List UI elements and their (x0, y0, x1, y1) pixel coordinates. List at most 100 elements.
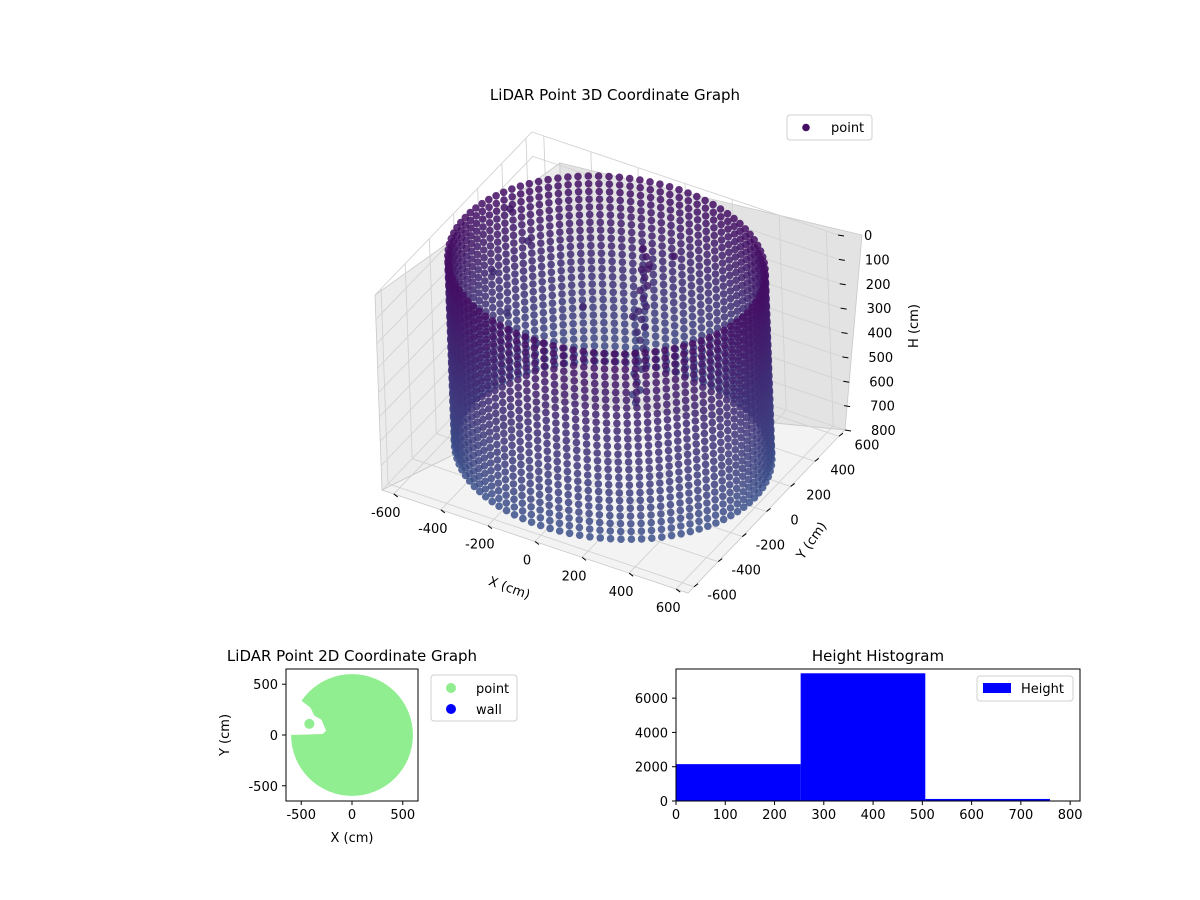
data-point (696, 293, 705, 301)
z-tick-label-3d: 500 (868, 351, 893, 366)
data-point (532, 398, 541, 406)
data-point (737, 433, 745, 442)
data-point (696, 285, 704, 294)
data-point (583, 463, 592, 472)
data-point (725, 473, 734, 481)
grid-line (387, 483, 695, 588)
data-point (521, 321, 530, 330)
data-point (551, 396, 559, 404)
data-point (700, 429, 709, 438)
data-point (687, 289, 696, 298)
data-point (727, 310, 735, 318)
data-point (605, 180, 614, 188)
data-point (637, 222, 646, 231)
data-point (626, 182, 634, 190)
data-point (670, 314, 679, 322)
data-point (482, 343, 491, 352)
data-point (534, 452, 542, 460)
data-point (652, 340, 660, 348)
data-point (534, 459, 543, 468)
data-point (545, 206, 553, 215)
data-point (634, 442, 643, 451)
data-point (727, 345, 736, 354)
data-point (516, 429, 524, 438)
data-point (471, 372, 480, 380)
data-point (609, 296, 618, 304)
data-point (682, 404, 690, 412)
data-point (739, 336, 748, 345)
data-point (509, 487, 518, 496)
data-point (569, 361, 578, 370)
data-point (714, 369, 723, 377)
data-point (586, 533, 594, 541)
data-point (730, 222, 738, 231)
data-point (603, 450, 612, 458)
x-tick-label-3d: 600 (656, 601, 681, 616)
data-point (632, 373, 640, 381)
data-point (724, 434, 732, 443)
data-point (741, 398, 750, 407)
data-point (519, 259, 527, 268)
data-point (486, 436, 494, 444)
data-point (574, 188, 583, 196)
z-tick-3d (837, 234, 845, 237)
data-point (564, 181, 572, 189)
data-point (614, 458, 622, 466)
data-point (491, 394, 500, 402)
data-point (615, 481, 623, 489)
data-point (635, 465, 643, 474)
data-point (681, 381, 689, 389)
data-point (666, 508, 675, 517)
data-point (703, 514, 712, 523)
x-axis-label-3d: X (cm) (486, 574, 532, 603)
data-point (571, 400, 579, 408)
data-point (662, 377, 670, 386)
data-point (643, 403, 651, 411)
data-point (510, 495, 518, 504)
data-point (534, 444, 542, 453)
data-point (530, 303, 538, 312)
data-point (597, 257, 606, 265)
data-point (602, 419, 611, 427)
data-point (560, 382, 569, 391)
data-point (603, 434, 611, 443)
data-point (669, 275, 677, 284)
data-point (596, 526, 604, 534)
data-point (516, 445, 525, 454)
data-point (487, 249, 495, 258)
data-point (579, 327, 588, 335)
data-point (677, 240, 685, 248)
x-axis-label-2d: X (cm) (331, 831, 374, 846)
data-point (603, 442, 612, 450)
data-point (743, 308, 752, 317)
data-point (549, 322, 558, 331)
data-point (647, 224, 656, 233)
histogram-title: Height Histogram (812, 647, 944, 665)
data-point (515, 406, 523, 415)
legend-histogram-swatch (983, 683, 1011, 693)
data-point (600, 342, 609, 350)
data-point (577, 249, 585, 258)
data-point (557, 267, 565, 275)
data-point (485, 412, 493, 421)
data-point (600, 318, 608, 327)
data-point (727, 322, 735, 331)
data-point (701, 445, 709, 453)
data-point (652, 371, 660, 379)
data-point (479, 415, 487, 424)
data-point (535, 475, 543, 484)
data-point (544, 478, 553, 486)
data-point (555, 213, 564, 221)
data-point (578, 296, 587, 304)
legend-2d-entry-point: point (476, 682, 509, 697)
data-point (720, 313, 729, 321)
data-point (606, 511, 614, 520)
data-point (636, 286, 644, 295)
data-point (549, 342, 557, 350)
data-point (709, 449, 718, 458)
data-point (661, 334, 670, 343)
data-point (505, 372, 514, 380)
data-point (636, 176, 644, 184)
data-point (693, 463, 701, 472)
data-point (488, 303, 497, 312)
